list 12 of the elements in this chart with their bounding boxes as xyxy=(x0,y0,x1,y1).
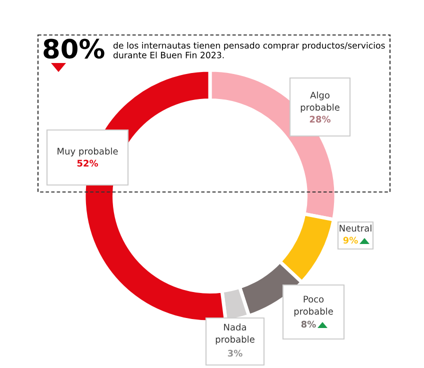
data-label: 8% xyxy=(301,320,316,328)
slice-label: Neutral xyxy=(340,224,372,232)
chart-title: 80% xyxy=(44,38,104,59)
slice-label: Muy probable xyxy=(58,148,118,156)
slice-label: Poco probable xyxy=(294,296,333,316)
slice-label: Algo probable xyxy=(300,92,340,112)
data-label: 52% xyxy=(77,160,98,167)
chart-subtitle: de los internautas tienen pensado comprar productos/servicios durante El Buen Fin 2023. xyxy=(113,42,385,58)
data-label: 3% xyxy=(228,350,242,357)
data-label: 28% xyxy=(310,116,331,123)
slice-label: Nada probable xyxy=(216,324,254,344)
data-label: 9% xyxy=(343,236,358,244)
